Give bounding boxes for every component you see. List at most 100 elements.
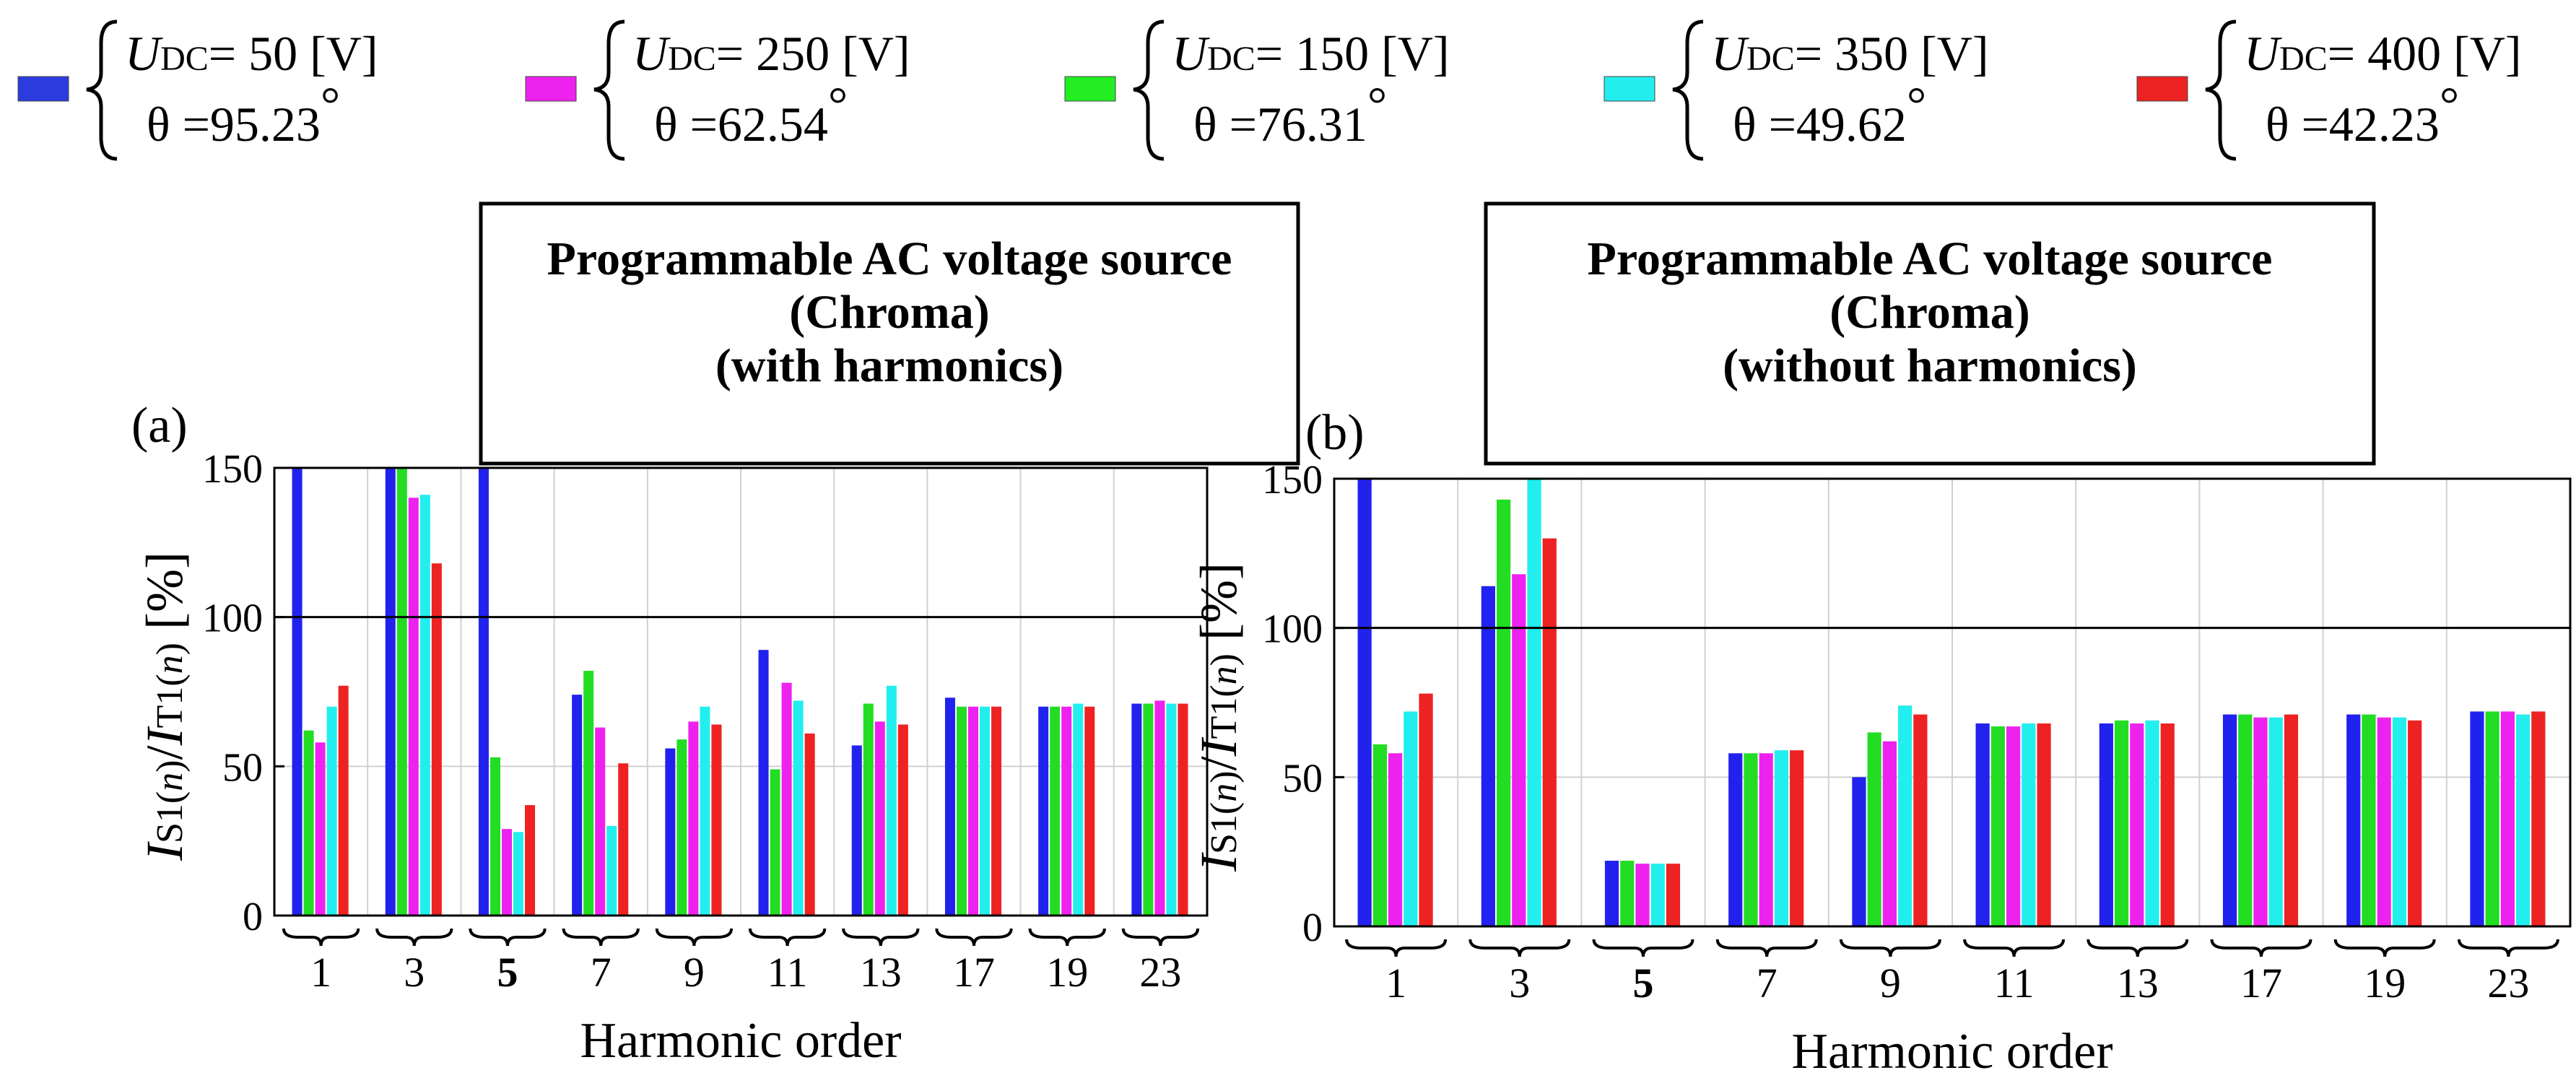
chart-title-line: (Chroma) bbox=[1829, 286, 2029, 339]
x-tick-label: 5 bbox=[497, 949, 518, 996]
bar-11-series-3 bbox=[781, 682, 792, 916]
bar-1-series-2 bbox=[303, 730, 314, 916]
category-brace bbox=[1028, 928, 1106, 947]
bar-1-series-4 bbox=[1404, 711, 1418, 926]
bar-19-series-3 bbox=[2377, 717, 2391, 926]
legend-udc-symbol: U bbox=[1711, 26, 1749, 81]
y-title-slash: / bbox=[136, 745, 193, 760]
bar-3-series-4 bbox=[419, 495, 430, 916]
y-title-sub: S1( bbox=[1204, 802, 1245, 854]
bar-9-series-5 bbox=[711, 724, 722, 916]
bar-11-series-2 bbox=[770, 769, 780, 916]
y-title-n: n bbox=[1204, 783, 1245, 802]
bar-13-series-4 bbox=[2145, 720, 2159, 926]
legend-theta-symbol: θ bbox=[1733, 97, 1757, 152]
y-title-unit: [%] bbox=[136, 552, 193, 643]
category-brace bbox=[562, 928, 640, 947]
legend-udc-symbol: U bbox=[125, 26, 163, 81]
y-title-i: I bbox=[136, 726, 193, 746]
x-tick-label: 9 bbox=[1880, 960, 1901, 1007]
bar-19-series-2 bbox=[2362, 714, 2376, 926]
category-brace bbox=[1963, 939, 2066, 957]
x-tick-label: 1 bbox=[310, 949, 331, 996]
bar-11-series-4 bbox=[793, 700, 804, 916]
category-brace bbox=[2333, 939, 2436, 957]
bar-3-series-5 bbox=[1542, 538, 1557, 926]
bar-9-series-2 bbox=[676, 739, 687, 916]
legend-theta-symbol: θ bbox=[1193, 97, 1217, 152]
y-tick-label: 0 bbox=[243, 895, 263, 939]
x-tick-label: 9 bbox=[684, 949, 705, 996]
chart-title-line: Programmable AC voltage source bbox=[547, 232, 1232, 285]
bar-5-series-3 bbox=[501, 829, 513, 916]
legend-udc-value: = 250 bbox=[716, 26, 842, 81]
category-brace bbox=[1121, 928, 1200, 947]
bar-7-series-4 bbox=[606, 826, 617, 916]
y-tick-label: 150 bbox=[1262, 458, 1323, 503]
bar-23-series-5 bbox=[1178, 703, 1188, 916]
legend-udc-subscript: DC bbox=[160, 40, 209, 78]
legend-brace-s400 bbox=[2205, 19, 2237, 161]
bar-1-series-2 bbox=[1372, 744, 1387, 926]
bar-3-series-1 bbox=[1481, 586, 1495, 926]
bar-13-series-3 bbox=[874, 721, 885, 916]
category-brace bbox=[842, 928, 920, 947]
x-tick-label: 17 bbox=[953, 949, 995, 996]
bar-17-series-3 bbox=[967, 706, 979, 916]
legend-theta-value: =49.62 bbox=[1757, 97, 1907, 152]
bar-3-series-2 bbox=[396, 468, 407, 916]
legend-udc-subscript: DC bbox=[2279, 40, 2328, 78]
bar-23-series-1 bbox=[2470, 711, 2484, 926]
bar-13-series-2 bbox=[2114, 720, 2129, 926]
bar-17-series-4 bbox=[980, 706, 991, 916]
bar-9-series-5 bbox=[1913, 714, 1928, 926]
category-brace bbox=[375, 928, 453, 947]
bar-13-series-4 bbox=[886, 685, 897, 916]
bar-1-series-1 bbox=[1357, 479, 1372, 926]
legend-swatch-s150 bbox=[1064, 76, 1116, 102]
panel-label: (b) bbox=[1305, 405, 1365, 461]
bar-5-series-4 bbox=[1650, 864, 1665, 926]
chart-title-line: (without harmonics) bbox=[1723, 339, 2137, 392]
legend-theta-symbol: θ bbox=[147, 97, 170, 152]
y-title-unit: [%] bbox=[1190, 562, 1248, 653]
bar-23-series-1 bbox=[1131, 703, 1142, 916]
bar-9-series-3 bbox=[1882, 741, 1897, 926]
category-brace bbox=[469, 928, 547, 947]
plot-frame bbox=[1333, 477, 2572, 928]
legend-udc-value: = 50 bbox=[209, 26, 310, 81]
y-tick-label: 150 bbox=[202, 447, 263, 492]
legend-swatch-s400 bbox=[2136, 76, 2188, 102]
bar-7-series-1 bbox=[572, 695, 583, 916]
bar-7-series-2 bbox=[583, 671, 594, 916]
bar-7-series-4 bbox=[1774, 750, 1789, 926]
x-tick-label: 7 bbox=[1757, 960, 1777, 1007]
x-tick-label: 19 bbox=[2364, 960, 2406, 1007]
bar-19-series-1 bbox=[2346, 714, 2361, 926]
bar-19-series-2 bbox=[1050, 706, 1061, 916]
bar-13-series-1 bbox=[851, 745, 862, 916]
y-title-sub: T1( bbox=[1204, 684, 1245, 739]
legend-degree-symbol: ° bbox=[321, 77, 340, 131]
chart-panel-b: Programmable AC voltage source(Chroma)(w… bbox=[1190, 201, 2572, 1079]
bar-11-series-5 bbox=[2037, 723, 2051, 926]
legend-udc-value: = 400 bbox=[2328, 26, 2453, 81]
bar-1-series-5 bbox=[338, 685, 349, 916]
bar-17-series-2 bbox=[956, 706, 967, 916]
category-brace bbox=[2457, 939, 2559, 957]
bar-17-series-2 bbox=[2238, 714, 2253, 926]
bar-3-series-3 bbox=[408, 497, 419, 916]
chart-panel-a: Programmable AC voltage source(Chroma)(w… bbox=[131, 201, 1300, 1069]
bar-3-series-2 bbox=[1496, 499, 1511, 926]
bar-5-series-1 bbox=[1604, 861, 1619, 926]
bar-3-series-5 bbox=[431, 563, 442, 916]
legend-brace-s50 bbox=[86, 19, 118, 161]
bar-11-series-1 bbox=[758, 650, 769, 916]
y-title-sub: T1( bbox=[149, 674, 191, 728]
legend-degree-symbol: ° bbox=[2440, 77, 2459, 131]
bar-11-series-3 bbox=[2006, 726, 2021, 926]
bar-19-series-5 bbox=[1084, 706, 1095, 916]
legend-udc-s50: UDC= 50 [V] bbox=[125, 26, 378, 81]
